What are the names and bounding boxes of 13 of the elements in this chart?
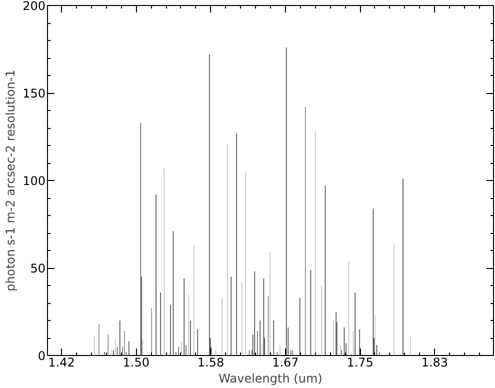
x-axis-title: Wavelength (um) [218,372,322,386]
y-tick-label: 150 [22,86,46,100]
x-tick-label: 1.75 [346,356,374,370]
y-tick-label: 100 [22,174,46,188]
y-axis-title: photon s-1 m-2 arcsec-2 resolution-1 [4,70,18,292]
y-tick-label: 50 [30,262,46,276]
x-tick-label: 1.67 [272,356,299,370]
x-tick-label: 1.42 [48,356,75,370]
y-tick-label: 200 [22,0,46,13]
x-tick-label: 1.58 [197,356,224,370]
x-tick-label: 1.50 [122,356,150,370]
y-tick-label: 0 [38,349,46,363]
x-tick-label: 1.83 [421,356,448,370]
